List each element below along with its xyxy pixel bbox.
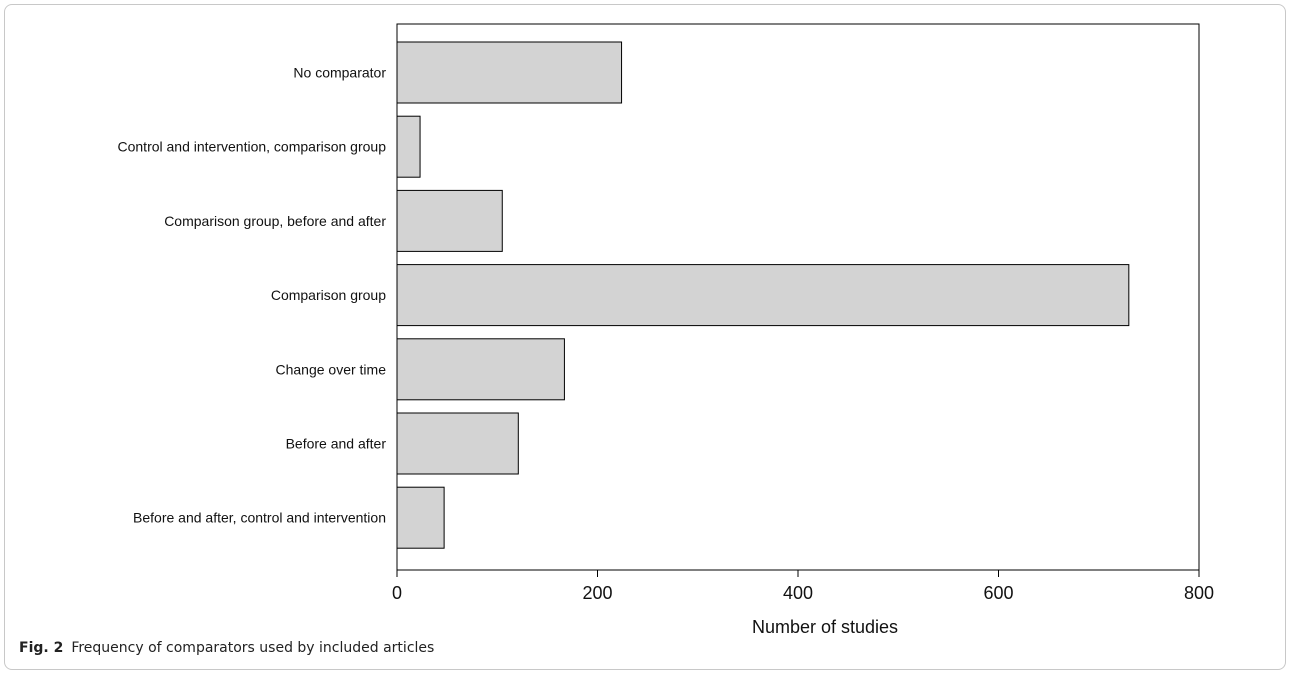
category-label-6: Before and after, control and interventi… [133, 510, 386, 526]
figure-label: Fig. 2 [19, 640, 64, 656]
x-tick-label-0: 0 [392, 583, 402, 603]
x-axis-title: Number of studies [752, 617, 898, 637]
category-label-3: Comparison group [271, 287, 386, 303]
bar-6 [396, 486, 445, 549]
bar-4 [396, 338, 565, 401]
category-labels-group: No comparator Control and intervention, c… [118, 65, 387, 526]
x-axis: 0 200 400 600 800 [392, 570, 1214, 603]
x-tick-label-1: 200 [582, 583, 612, 603]
figure-frame [4, 4, 1286, 670]
x-tick-label-4: 800 [1184, 583, 1214, 603]
category-label-1: Control and intervention, comparison gro… [118, 139, 387, 155]
bar-2 [396, 189, 503, 252]
x-tick-label-2: 400 [783, 583, 813, 603]
x-tick-label-3: 600 [983, 583, 1013, 603]
bar-1 [396, 115, 421, 178]
figure-caption: Fig. 2 Frequency of comparators used by i… [19, 640, 434, 656]
category-label-0: No comparator [293, 65, 386, 81]
category-label-2: Comparison group, before and after [164, 213, 386, 229]
caption-text: Frequency of comparators used by include… [71, 640, 435, 656]
bar-3 [396, 264, 1130, 327]
bars-group [396, 41, 1130, 549]
bar-0 [396, 41, 623, 104]
bar-5 [396, 412, 519, 475]
category-label-5: Before and after [286, 436, 387, 452]
category-label-4: Change over time [275, 361, 386, 377]
